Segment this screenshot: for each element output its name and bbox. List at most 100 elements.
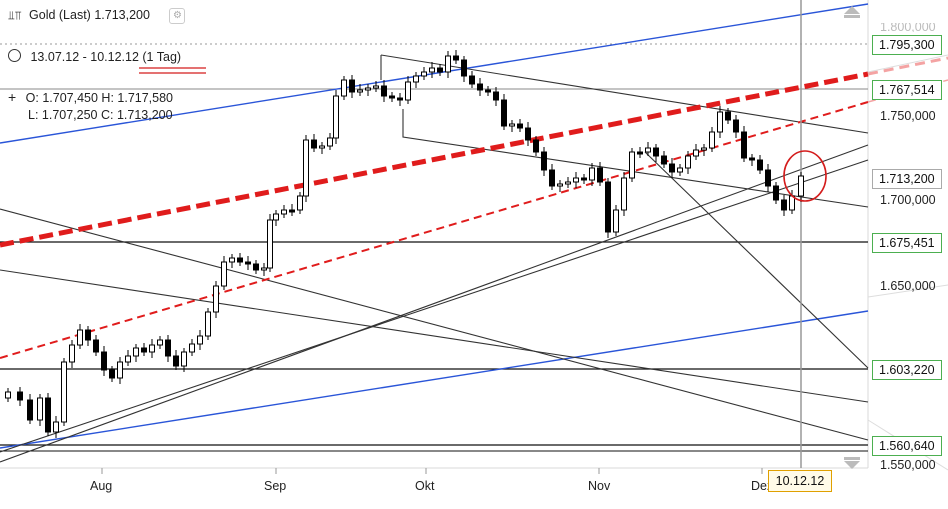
candle-down bbox=[773, 185, 779, 201]
candle-up bbox=[677, 167, 683, 173]
candle-up bbox=[189, 343, 195, 353]
candle-up bbox=[213, 285, 219, 313]
candle-down bbox=[581, 177, 587, 181]
candle-up bbox=[589, 167, 595, 181]
candle-up bbox=[693, 149, 699, 157]
candle-down bbox=[253, 263, 259, 271]
gray-extension-2 bbox=[867, 284, 948, 298]
price-label-1700: 1.700,000 bbox=[880, 193, 936, 207]
candle-down bbox=[381, 85, 387, 97]
period-text[interactable]: 13.07.12 - 10.12.12 (1 Tag) bbox=[30, 50, 182, 64]
black-ascending-line-2 bbox=[0, 159, 869, 453]
price-label-1650: 1.650,000 bbox=[880, 279, 936, 293]
candle-up bbox=[445, 55, 451, 73]
instrument-title: Gold (Last) 1.713,200 bbox=[29, 8, 150, 23]
settings-icon[interactable]: ⚙ bbox=[169, 8, 186, 24]
candle-up bbox=[509, 123, 515, 127]
ohlc-low-close: L: 1.707,250 C: 1.713,200 bbox=[28, 108, 173, 122]
candle-down bbox=[173, 355, 179, 367]
candle-down bbox=[541, 151, 547, 171]
candle-down bbox=[549, 169, 555, 187]
candle-down bbox=[109, 369, 115, 379]
candlestick-icon[interactable]: ⫫⫪ bbox=[8, 8, 22, 23]
candle-down bbox=[389, 95, 395, 99]
candle-down bbox=[605, 181, 611, 233]
price-label-1767: 1.767,514 bbox=[872, 80, 942, 100]
candle-down bbox=[725, 111, 731, 121]
candle-down bbox=[485, 89, 491, 93]
price-label-1603: 1.603,220 bbox=[872, 360, 942, 380]
x-label-nov: Nov bbox=[588, 479, 611, 493]
instrument-row: ⫫⫪ Gold (Last) 1.713,200 ⚙ bbox=[8, 8, 186, 24]
clock-icon bbox=[8, 49, 21, 62]
candle-up bbox=[798, 175, 804, 197]
period-row[interactable]: 13.07.12 - 10.12.12 (1 Tag) bbox=[8, 49, 181, 64]
candle-down bbox=[101, 351, 107, 371]
candle-down bbox=[453, 55, 459, 61]
scroll-up-bar bbox=[844, 15, 860, 18]
candle-up bbox=[341, 79, 347, 97]
red-thin-trendline bbox=[0, 101, 869, 359]
ohlc-open-high: O: 1.707,450 H: 1.717,580 bbox=[25, 91, 174, 105]
candle-up bbox=[327, 137, 333, 147]
candle-up bbox=[267, 219, 273, 269]
candle-up bbox=[125, 355, 131, 363]
candle-up bbox=[421, 71, 427, 77]
candle-down bbox=[165, 339, 171, 357]
candle-down bbox=[437, 67, 443, 73]
candle-up bbox=[621, 177, 627, 211]
candle-up bbox=[197, 335, 203, 345]
candle-down bbox=[237, 257, 243, 263]
scroll-up-icon[interactable] bbox=[844, 6, 860, 14]
candle-down bbox=[525, 127, 531, 141]
red-thick-extension bbox=[867, 56, 948, 76]
scroll-down-icon[interactable] bbox=[844, 461, 860, 469]
candle-down bbox=[245, 261, 251, 265]
candle-down bbox=[533, 139, 539, 153]
candle-up bbox=[303, 139, 309, 197]
candle-down bbox=[469, 75, 475, 85]
candle-down bbox=[311, 139, 317, 149]
candle-down bbox=[741, 131, 747, 159]
price-label-1795: 1.795,300 bbox=[872, 35, 942, 55]
candle-up bbox=[37, 397, 43, 421]
candle-up bbox=[149, 344, 155, 353]
candle-down bbox=[397, 97, 403, 101]
candle-up bbox=[117, 361, 123, 379]
candle-up bbox=[133, 347, 139, 357]
x-label-aug: Aug bbox=[90, 479, 113, 493]
candle-down bbox=[85, 329, 91, 341]
candle-up bbox=[717, 111, 723, 133]
candle-down bbox=[461, 59, 467, 77]
black-steep-decline bbox=[644, 151, 869, 369]
candle-down bbox=[349, 79, 355, 93]
crosshair-icon: + bbox=[8, 89, 17, 105]
candle-down bbox=[749, 157, 755, 161]
candle-up bbox=[429, 67, 435, 73]
candle-up bbox=[365, 87, 371, 91]
candle-up bbox=[273, 213, 279, 221]
candle-up bbox=[645, 147, 651, 153]
candle-down bbox=[141, 347, 147, 353]
x-label-dez: Dez bbox=[751, 479, 774, 493]
candle-up bbox=[281, 209, 287, 215]
current-date-tag: 10.12.12 bbox=[768, 470, 832, 492]
candle-up bbox=[565, 181, 571, 185]
price-label-1675: 1.675,451 bbox=[872, 233, 942, 253]
candle-down bbox=[757, 159, 763, 171]
candle-up bbox=[61, 361, 67, 423]
candle-up bbox=[77, 329, 83, 346]
candle-down bbox=[653, 147, 659, 157]
candle-up bbox=[685, 155, 691, 169]
candle-down bbox=[289, 209, 295, 213]
ohlc-row-2: L: 1.707,250 C: 1.713,200 bbox=[28, 108, 173, 122]
blue-upper-trendline bbox=[0, 3, 869, 144]
candle-up bbox=[357, 89, 363, 93]
candle-down bbox=[93, 339, 99, 353]
candle-down bbox=[493, 91, 499, 101]
x-label-sep: Sep bbox=[264, 479, 287, 493]
black-descending-line-1 bbox=[0, 208, 869, 441]
black-channel-lower bbox=[402, 109, 869, 208]
